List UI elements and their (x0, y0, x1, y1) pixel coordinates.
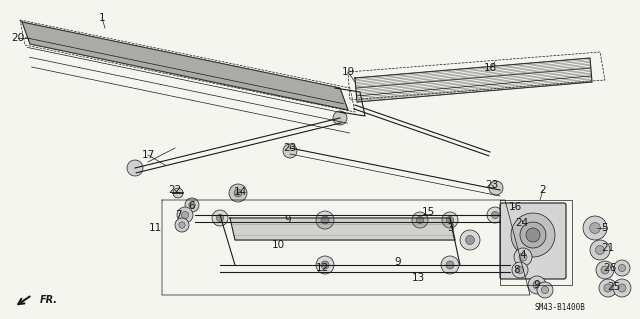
Circle shape (492, 211, 499, 219)
Text: 4: 4 (520, 250, 526, 260)
Circle shape (596, 261, 614, 279)
Circle shape (489, 181, 503, 195)
Text: 9: 9 (395, 257, 401, 267)
Circle shape (181, 211, 189, 219)
Text: 5: 5 (602, 223, 608, 233)
Circle shape (316, 256, 334, 274)
Circle shape (321, 216, 329, 224)
Circle shape (487, 207, 503, 223)
Text: 22: 22 (168, 185, 182, 195)
Circle shape (601, 266, 609, 274)
FancyBboxPatch shape (500, 203, 566, 279)
Circle shape (212, 210, 228, 226)
Circle shape (173, 188, 183, 198)
Text: 7: 7 (175, 210, 181, 220)
Text: 23: 23 (485, 180, 499, 190)
Circle shape (511, 213, 555, 257)
Text: 26: 26 (604, 263, 616, 273)
Circle shape (528, 276, 546, 294)
Text: 19: 19 (341, 67, 355, 77)
Text: 9: 9 (534, 280, 540, 290)
Circle shape (412, 212, 428, 228)
Text: 11: 11 (148, 223, 162, 233)
Circle shape (234, 189, 242, 197)
Text: 16: 16 (508, 202, 522, 212)
Circle shape (179, 222, 185, 228)
Circle shape (185, 198, 199, 212)
Text: 25: 25 (607, 282, 621, 292)
Text: 13: 13 (412, 273, 424, 283)
Circle shape (177, 207, 193, 223)
Circle shape (583, 216, 607, 240)
Circle shape (441, 256, 459, 274)
Circle shape (618, 264, 626, 271)
Text: 14: 14 (234, 187, 246, 197)
Circle shape (316, 211, 334, 229)
Text: 2: 2 (540, 185, 547, 195)
Text: 20: 20 (12, 33, 24, 43)
Circle shape (533, 281, 541, 289)
Circle shape (537, 282, 553, 298)
Text: 17: 17 (141, 150, 155, 160)
Circle shape (229, 184, 247, 202)
Circle shape (618, 284, 626, 292)
Text: 24: 24 (515, 218, 529, 228)
Circle shape (512, 262, 528, 278)
Circle shape (465, 235, 474, 244)
Circle shape (590, 240, 610, 260)
Circle shape (333, 111, 347, 125)
Circle shape (520, 222, 546, 248)
Circle shape (541, 286, 548, 293)
Circle shape (614, 260, 630, 276)
Text: 18: 18 (483, 63, 497, 73)
Circle shape (604, 284, 612, 292)
Circle shape (175, 218, 189, 232)
Circle shape (514, 248, 532, 266)
Circle shape (516, 266, 524, 274)
Text: FR.: FR. (40, 295, 58, 305)
Circle shape (446, 261, 454, 269)
Text: 3: 3 (447, 223, 453, 233)
Circle shape (417, 216, 424, 224)
Circle shape (613, 279, 631, 297)
Circle shape (189, 202, 195, 208)
Text: 15: 15 (421, 207, 435, 217)
Circle shape (595, 246, 605, 255)
Circle shape (447, 216, 454, 224)
Text: 8: 8 (514, 265, 520, 275)
Text: 12: 12 (316, 263, 328, 273)
Circle shape (519, 253, 527, 261)
Circle shape (526, 228, 540, 242)
Circle shape (442, 212, 458, 228)
Circle shape (283, 144, 297, 158)
Text: 23: 23 (284, 143, 296, 153)
Text: 6: 6 (189, 201, 195, 211)
Text: 1: 1 (99, 13, 106, 23)
Text: 9: 9 (285, 215, 291, 225)
Circle shape (321, 261, 329, 269)
Circle shape (599, 279, 617, 297)
Text: 10: 10 (271, 240, 285, 250)
Text: SM43-B1400B: SM43-B1400B (534, 303, 586, 313)
Circle shape (127, 160, 143, 176)
Circle shape (460, 230, 480, 250)
Circle shape (589, 223, 600, 234)
Circle shape (216, 214, 223, 222)
Text: 21: 21 (602, 243, 614, 253)
